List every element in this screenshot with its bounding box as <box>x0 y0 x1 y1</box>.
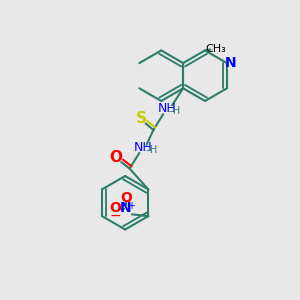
Text: CH₃: CH₃ <box>205 44 226 54</box>
Text: N: N <box>225 56 236 70</box>
Text: N: N <box>120 201 132 215</box>
Text: S: S <box>136 111 147 126</box>
Text: NH: NH <box>134 141 152 154</box>
Text: O: O <box>110 201 122 215</box>
Text: +: + <box>128 201 135 211</box>
Text: O: O <box>110 150 123 165</box>
Text: –H: –H <box>145 146 158 155</box>
Text: O: O <box>120 191 132 205</box>
Text: –H: –H <box>169 106 181 116</box>
Text: −: − <box>110 209 122 223</box>
Text: NH: NH <box>158 102 176 115</box>
